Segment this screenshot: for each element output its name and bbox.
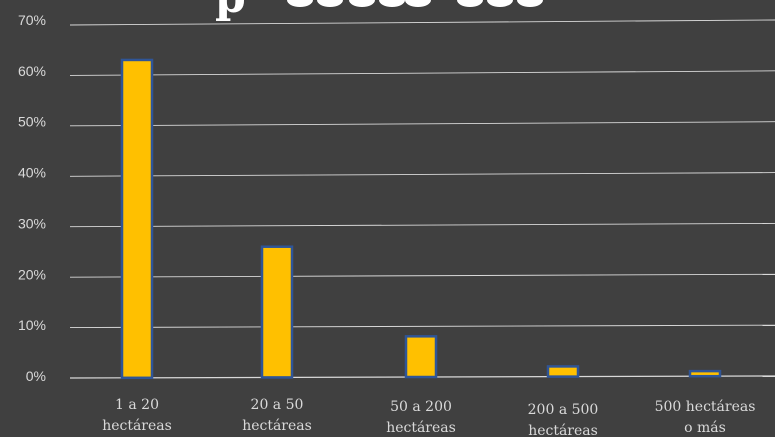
category-label: 200 a 500 — [528, 402, 599, 418]
category-label: hectáreas — [102, 418, 172, 434]
y-tick-label: 20% — [18, 266, 46, 282]
gridlines — [69, 19, 775, 379]
y-tick-label: 0% — [26, 368, 46, 384]
y-tick-label: 10% — [18, 317, 46, 333]
category-label: 20 a 50 — [251, 397, 304, 413]
title-glyph-fragment — [517, 0, 543, 7]
bar — [546, 365, 580, 378]
title-glyph-fragment — [349, 0, 375, 7]
gridline — [69, 324, 775, 329]
category-label: hectáreas — [386, 420, 456, 436]
title-glyph-fragment — [317, 0, 343, 7]
y-tick-label: 70% — [18, 12, 46, 28]
gridline — [69, 121, 775, 127]
y-tick-label: 50% — [18, 114, 46, 130]
category-label: hectáreas — [242, 418, 312, 434]
title-glyph-fragment — [379, 0, 405, 7]
y-axis-tick-labels: 0% 10% 20% 30% 40% 50% 60% 70% — [18, 12, 46, 384]
gridline — [69, 222, 775, 228]
x-axis-category-labels: 1 a 20 hectáreas 20 a 50 hectáreas 50 a 200 h… — [102, 397, 755, 437]
gridline — [69, 273, 775, 278]
y-tick-label: 40% — [18, 165, 46, 181]
category-label: 500 hectáreas — [655, 399, 756, 415]
gridline — [69, 19, 775, 26]
bar — [260, 245, 294, 379]
category-label: hectáreas — [528, 423, 598, 437]
bar — [404, 335, 438, 379]
category-label: o más — [684, 420, 726, 436]
title-glyph-fragment — [405, 0, 431, 7]
category-label: 1 a 20 — [115, 397, 159, 413]
category-label: 50 a 200 — [390, 399, 452, 415]
bar — [120, 58, 154, 380]
y-tick-label: 30% — [18, 215, 46, 231]
bars — [120, 58, 722, 380]
y-tick-label: 60% — [18, 63, 46, 79]
chart-title-group: p — [215, 0, 543, 23]
gridline — [69, 172, 775, 177]
chart-title: p — [215, 0, 246, 23]
title-glyph-fragment — [487, 0, 513, 7]
gridline — [69, 70, 775, 76]
bar — [688, 369, 722, 378]
title-glyph-fragment — [287, 0, 313, 7]
title-glyph-fragment — [457, 0, 483, 7]
